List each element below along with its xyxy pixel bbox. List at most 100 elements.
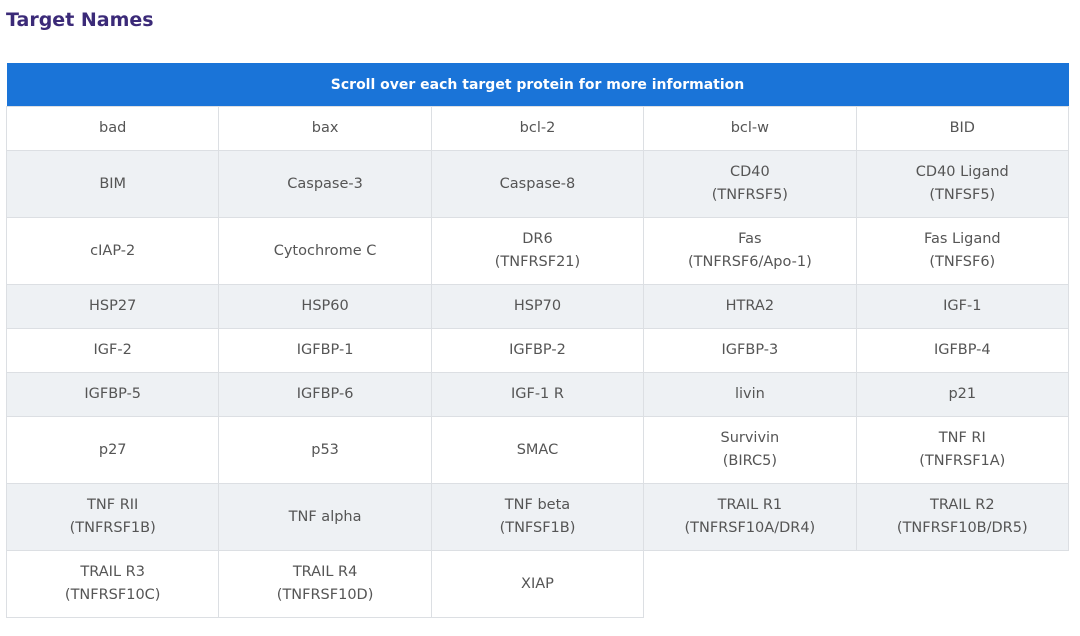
target-cell[interactable]: TRAIL R4 (TNFRSF10D) xyxy=(218,550,432,618)
table-body: bad bax bcl-2 bcl-w BID BIM Caspase-3 Caspase-8… xyxy=(5,106,1070,618)
target-cell[interactable]: p21 xyxy=(855,372,1070,417)
cell-text: TNF RI xyxy=(938,430,986,446)
cell-text: DR6 xyxy=(522,231,553,247)
cell-text: bax xyxy=(311,120,339,136)
cell-text: IGF-1 R xyxy=(510,386,564,402)
cell-text: (TNFSF5) xyxy=(929,187,996,203)
cell-text: TRAIL R3 xyxy=(80,564,145,580)
target-cell[interactable]: HSP27 xyxy=(5,284,220,329)
target-cell[interactable]: TNF beta (TNFSF1B) xyxy=(430,483,645,551)
target-cell[interactable]: Survivin (BIRC5) xyxy=(643,416,857,484)
cell-text: Survivin xyxy=(720,430,780,446)
target-cell[interactable]: DR6 (TNFRSF21) xyxy=(430,217,645,285)
cell-text: (TNFRSF10A/DR4) xyxy=(684,520,816,536)
target-cell[interactable]: BID xyxy=(855,106,1070,151)
target-cell[interactable]: Cytochrome C xyxy=(218,217,432,285)
target-cell[interactable]: p53 xyxy=(218,416,432,484)
target-cell[interactable]: CD40 (TNFRSF5) xyxy=(643,150,857,218)
cell-text: p21 xyxy=(948,386,977,402)
target-cell[interactable]: IGFBP-4 xyxy=(855,328,1070,373)
cell-text: p27 xyxy=(98,441,127,458)
cell-text: (TNFRSF10C) xyxy=(64,587,161,603)
target-cell[interactable]: IGFBP-1 xyxy=(218,328,432,373)
target-cell[interactable]: livin xyxy=(643,372,857,417)
target-cell[interactable]: TRAIL R2 (TNFRSF10B/DR5) xyxy=(855,483,1070,551)
target-cell[interactable]: BIM xyxy=(5,150,220,218)
target-cell[interactable]: IGFBP-5 xyxy=(5,372,220,417)
cell-text: (TNFSF1B) xyxy=(499,520,576,536)
cell-text: BID xyxy=(949,120,975,136)
cell-text: TRAIL R4 xyxy=(292,564,358,580)
cell-text: CD40 Ligand xyxy=(915,164,1009,180)
table-row: TNF RII (TNFRSF1B) TNF alpha TNF beta (TNFSF… xyxy=(5,483,1070,551)
cell-text: BIM xyxy=(99,175,127,192)
cell-text: IGFBP-4 xyxy=(933,342,991,358)
cell-text: IGFBP-6 xyxy=(296,386,354,402)
table-caption: Scroll over each target protein for more… xyxy=(6,63,1069,107)
target-table: Scroll over each target protein for more… xyxy=(5,63,1070,618)
target-cell[interactable]: SMAC xyxy=(430,416,645,484)
target-cell[interactable]: IGFBP-6 xyxy=(218,372,432,417)
cell-text: IGF-1 xyxy=(943,298,982,314)
header-row: Scroll over each target protein for more… xyxy=(6,63,1069,107)
target-cell[interactable]: IGF-1 R xyxy=(430,372,645,417)
cell-text: HSP60 xyxy=(301,298,349,314)
cell-text: (TNFRSF5) xyxy=(711,187,788,203)
cell-text: TRAIL R1 xyxy=(717,497,783,513)
page-title: Target Names xyxy=(6,9,154,31)
cell-text: TRAIL R2 xyxy=(930,497,995,513)
target-cell[interactable]: bax xyxy=(218,106,432,151)
cell-text: (TNFRSF10B/DR5) xyxy=(896,520,1028,536)
cell-text: (TNFRSF21) xyxy=(494,254,581,270)
target-cell[interactable]: IGF-1 xyxy=(855,284,1070,329)
target-cell[interactable]: bcl-2 xyxy=(430,106,645,151)
target-cell[interactable]: HTRA2 xyxy=(643,284,857,329)
target-cell[interactable]: TNF RI (TNFRSF1A) xyxy=(855,416,1070,484)
cell-text: (TNFSF6) xyxy=(929,254,996,270)
cell-text: SMAC xyxy=(516,441,559,458)
cell-text: TNF beta xyxy=(504,497,571,513)
target-cell[interactable]: bad xyxy=(5,106,220,151)
cell-text: (BIRC5) xyxy=(722,453,777,469)
target-cell[interactable]: TRAIL R1 (TNFRSF10A/DR4) xyxy=(643,483,857,551)
table-row: TRAIL R3 (TNFRSF10C) TRAIL R4 (TNFRSF10D) XI… xyxy=(5,550,1069,618)
cell-text: IGFBP-1 xyxy=(296,342,354,358)
cell-text: IGFBP-2 xyxy=(509,342,566,358)
cell-text: IGF-2 xyxy=(93,342,132,358)
target-cell[interactable]: Fas (TNFRSF6/Apo-1) xyxy=(643,217,857,285)
target-cell[interactable]: cIAP-2 xyxy=(5,217,220,285)
cell-text: CD40 xyxy=(729,164,770,180)
target-cell[interactable]: HSP70 xyxy=(430,284,645,329)
target-cell[interactable]: bcl-w xyxy=(643,106,857,151)
target-cell[interactable]: IGFBP-3 xyxy=(643,328,857,373)
cell-text: Fas xyxy=(738,231,762,247)
table-row: IGFBP-5 IGFBP-6 IGF-1 R livin p21 xyxy=(5,372,1070,417)
table-row: cIAP-2 Cytochrome C DR6 (TNFRSF21) Fas (TNFRS… xyxy=(5,217,1070,285)
cell-text: Caspase-3 xyxy=(287,175,363,192)
target-cell[interactable]: CD40 Ligand (TNFSF5) xyxy=(855,150,1070,218)
target-cell[interactable]: IGFBP-2 xyxy=(430,328,645,373)
target-cell[interactable]: IGF-2 xyxy=(5,328,220,373)
target-cell[interactable]: TNF RII (TNFRSF1B) xyxy=(5,483,220,551)
target-cell[interactable]: TNF alpha xyxy=(218,483,432,551)
cell-text: cIAP-2 xyxy=(90,242,136,259)
cell-text: TNF RII xyxy=(87,497,139,513)
table-row: bad bax bcl-2 bcl-w BID xyxy=(5,106,1070,151)
target-cell[interactable]: HSP60 xyxy=(218,284,432,329)
target-cell[interactable]: p27 xyxy=(5,416,220,484)
cell-text: bcl-2 xyxy=(519,120,556,136)
target-cell[interactable]: Caspase-3 xyxy=(218,150,432,218)
cell-text: bad xyxy=(99,120,127,136)
target-cell[interactable]: Fas Ligand (TNFSF6) xyxy=(855,217,1070,285)
target-cell[interactable]: XIAP xyxy=(430,550,645,618)
cell-text: IGFBP-3 xyxy=(721,342,779,358)
cell-text: IGFBP-5 xyxy=(84,386,142,402)
cell-text: HSP27 xyxy=(89,298,137,314)
target-cell[interactable]: TRAIL R3 (TNFRSF10C) xyxy=(5,550,220,618)
cell-text: Fas Ligand xyxy=(923,231,1001,247)
cell-text: Cytochrome C xyxy=(273,242,377,259)
target-cell[interactable]: Caspase-8 xyxy=(430,150,645,218)
cell-text: XIAP xyxy=(521,575,554,592)
cell-text: bcl-w xyxy=(730,120,770,136)
